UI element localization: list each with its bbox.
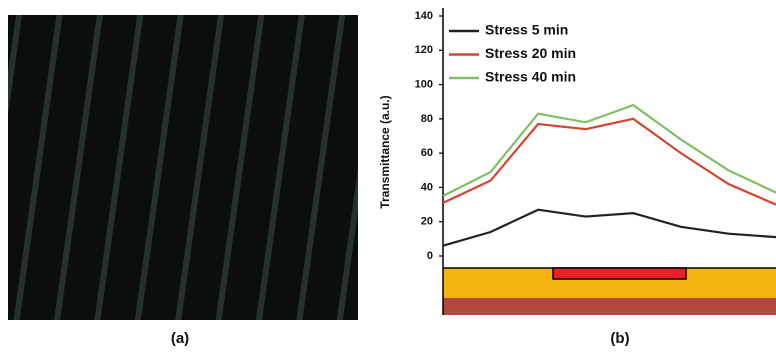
caption-a: (a) xyxy=(171,330,189,347)
caption-b: (b) xyxy=(610,330,629,347)
y-axis-label: Transmittance (a.u.) xyxy=(378,95,392,208)
line-series xyxy=(443,210,776,246)
y-tick-label: 120 xyxy=(415,44,433,56)
legend-label: Stress 5 min xyxy=(485,22,568,38)
y-tick-label: 140 xyxy=(415,10,433,22)
y-tick-label: 0 xyxy=(427,250,433,262)
y-tick-label: 40 xyxy=(421,181,433,193)
y-tick-label: 100 xyxy=(415,78,433,90)
line-series xyxy=(443,119,776,205)
device-diagram xyxy=(443,268,776,315)
figure: (a) (b) Transmittance (a.u.) 0 20 40 60 80 10… xyxy=(0,0,776,352)
y-tick-label: 80 xyxy=(421,113,433,125)
plot: 0 20 40 60 80 100 120 140 Stress 5 min Stress 20 … xyxy=(415,10,776,262)
legend-label: Stress 20 min xyxy=(485,45,576,61)
y-tick-label: 20 xyxy=(421,216,433,228)
micrograph xyxy=(8,15,358,320)
legend-label: Stress 40 min xyxy=(485,69,576,85)
y-tick-label: 60 xyxy=(421,147,433,159)
